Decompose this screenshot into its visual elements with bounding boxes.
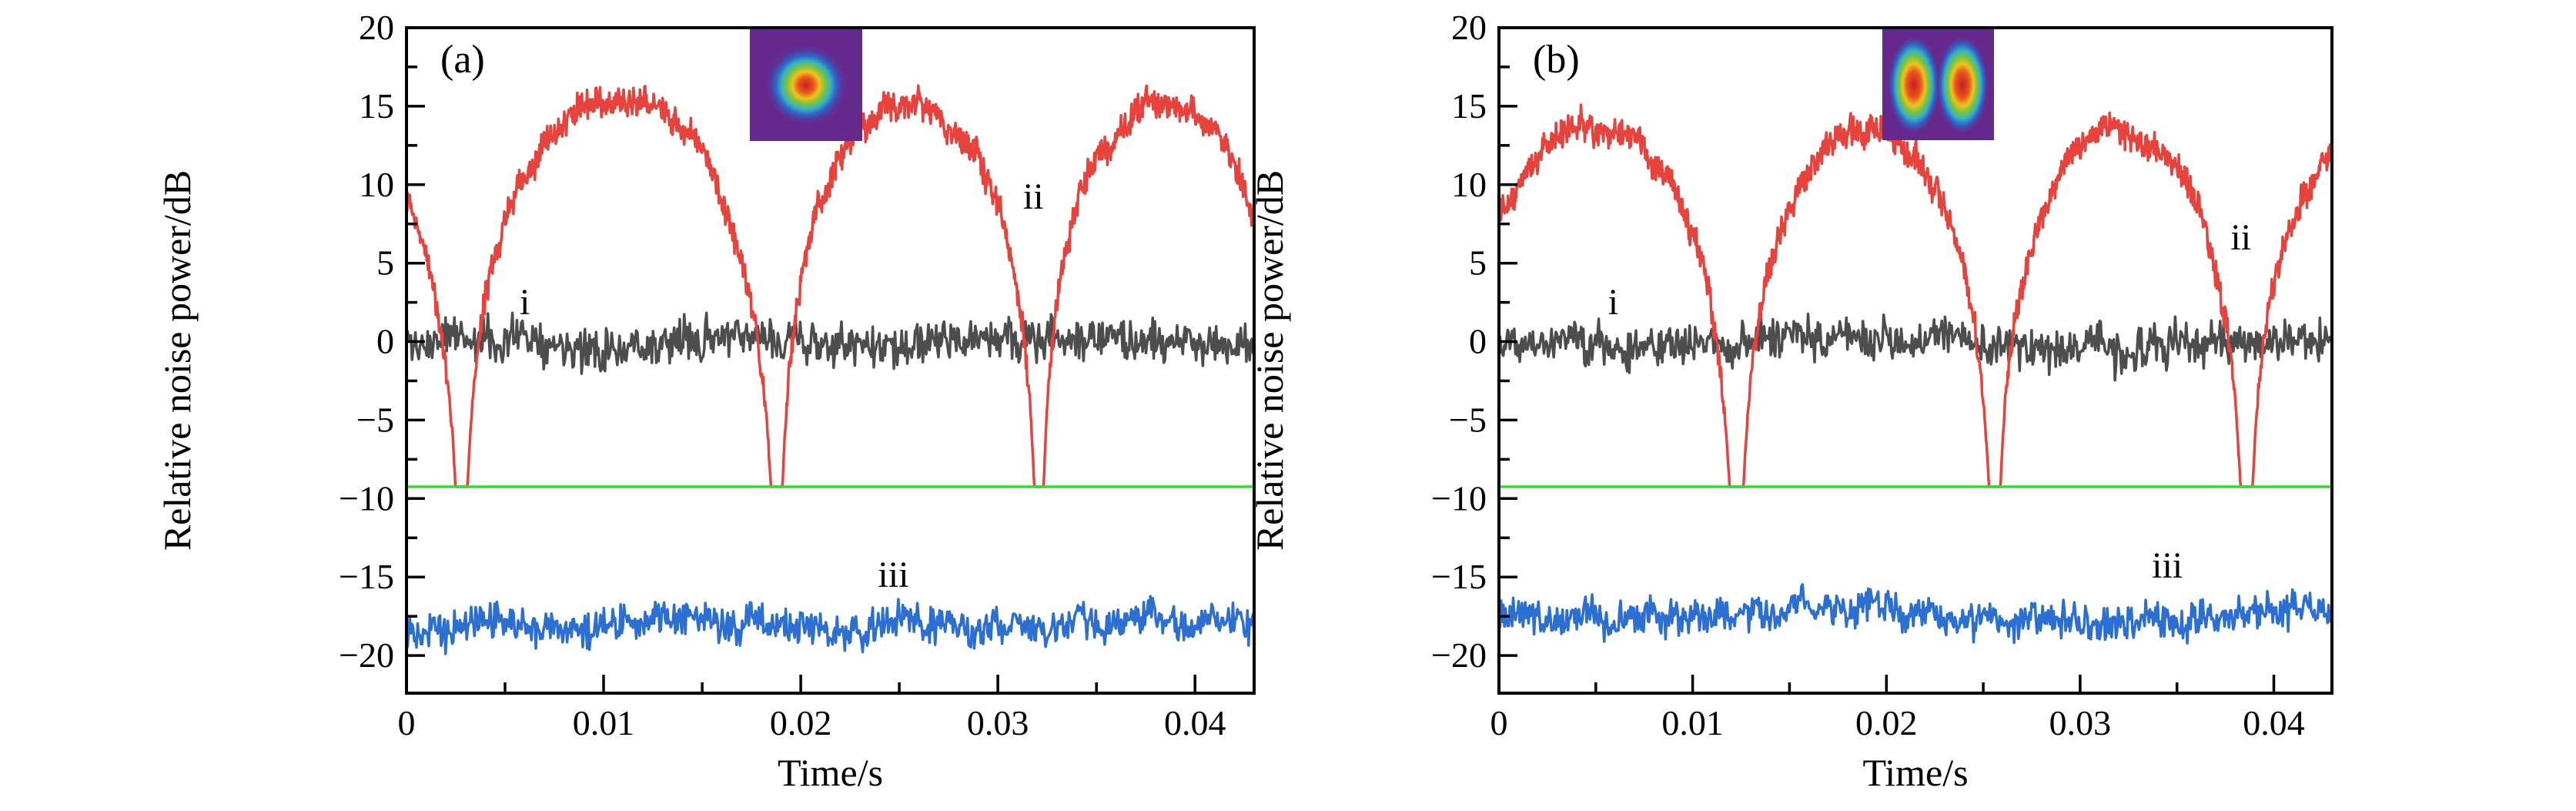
- panel-b-trace-label-ii: ii: [2230, 217, 2252, 259]
- panel-a-y-tick-label: −5: [356, 400, 394, 439]
- panel-a-trace-label-ii: ii: [1022, 176, 1044, 218]
- panel-b-x-axis-label: Time/s: [1862, 751, 1969, 794]
- panel-b-frame: [1497, 26, 2333, 695]
- panel-b-trace-ii: [1497, 103, 2333, 488]
- panel-a-y-axis-label: Relative noise power/dB: [156, 169, 199, 551]
- panel-b-y-tick-label: −10: [1431, 478, 1487, 518]
- panel-a-x-axis-label: Time/s: [777, 751, 884, 794]
- panel-a-x-tick-label: 0.01: [573, 703, 635, 742]
- panel-a-trace-ii: [405, 84, 1256, 488]
- panel-a-y-tick-label: 0: [376, 322, 394, 361]
- panel-a-trace-label-i: i: [519, 281, 530, 323]
- panel-a-y-tick-label: 10: [359, 165, 394, 204]
- panel-a-y-tick-label: 15: [359, 86, 394, 126]
- panel-b-x-tick-label: 0.02: [1855, 703, 1918, 742]
- panel-a-trace-label-iii: iii: [878, 555, 909, 596]
- panel-a-y-tick-label: −20: [339, 635, 394, 675]
- panel-b-y-tick-label: −20: [1431, 635, 1487, 675]
- panel-b-y-tick-label: 20: [1451, 8, 1487, 47]
- panel-b-trace-i: [1497, 312, 2333, 382]
- panel-a-tag: (a): [440, 38, 485, 82]
- panel-b-x-tick-label: 0: [1490, 703, 1508, 742]
- panel-a-x-tick-label: 0: [398, 703, 416, 742]
- panel-a-x-tick-label: 0.04: [1164, 703, 1226, 742]
- panel-a-trace-iii: [405, 595, 1256, 655]
- panel-b-trace-label-i: i: [1607, 281, 1619, 323]
- panel-b-x-tick-label: 0.04: [2243, 703, 2305, 742]
- beam-lobe-left: [1889, 37, 1940, 132]
- panel-a-trace-i: [405, 311, 1256, 375]
- panel-b-y-axis-label: Relative noise power/dB: [1248, 169, 1291, 551]
- panel-b-x-tick-label: 0.01: [1661, 703, 1724, 742]
- panel-b-y-tick-label: 15: [1451, 86, 1487, 126]
- panel-b-y-tick-label: 5: [1469, 243, 1487, 283]
- panel-b-x-tick-label: 0.03: [2049, 703, 2112, 742]
- panel-a-y-tick-label: 20: [359, 8, 394, 47]
- panel-a-traces: [405, 84, 1256, 655]
- beam-lobe: [766, 45, 846, 125]
- panel-b-y-tick-label: 10: [1451, 165, 1487, 204]
- panel-b-y-tick-label: −15: [1431, 557, 1487, 596]
- panel-a-x-tick-label: 0.02: [770, 703, 832, 742]
- panel-b-trace-label-iii: iii: [2152, 545, 2183, 586]
- panel-a-y-tick-label: 5: [376, 243, 394, 283]
- beam-lobe-right: [1936, 37, 1988, 132]
- panel-b-trace-iii: [1497, 583, 2333, 645]
- panel-a-y-tick-label: −15: [339, 557, 394, 596]
- panel-a-frame: [405, 26, 1256, 695]
- panel-b-ticks: [1497, 26, 2276, 692]
- panel-a-inset-beam-profile: [750, 29, 862, 141]
- panel-b-tag: (b): [1533, 38, 1580, 82]
- panel-a-x-tick-label: 0.03: [967, 703, 1029, 742]
- panel-a-ticks: [405, 26, 1196, 692]
- panel-a-y-tick-label: −10: [339, 478, 394, 518]
- panel-b-y-tick-label: −5: [1449, 400, 1487, 439]
- panel-b-y-tick-label: 0: [1469, 322, 1487, 361]
- panel-b-inset-beam-profile: [1882, 29, 1994, 140]
- panel-b-traces: [1497, 103, 2333, 645]
